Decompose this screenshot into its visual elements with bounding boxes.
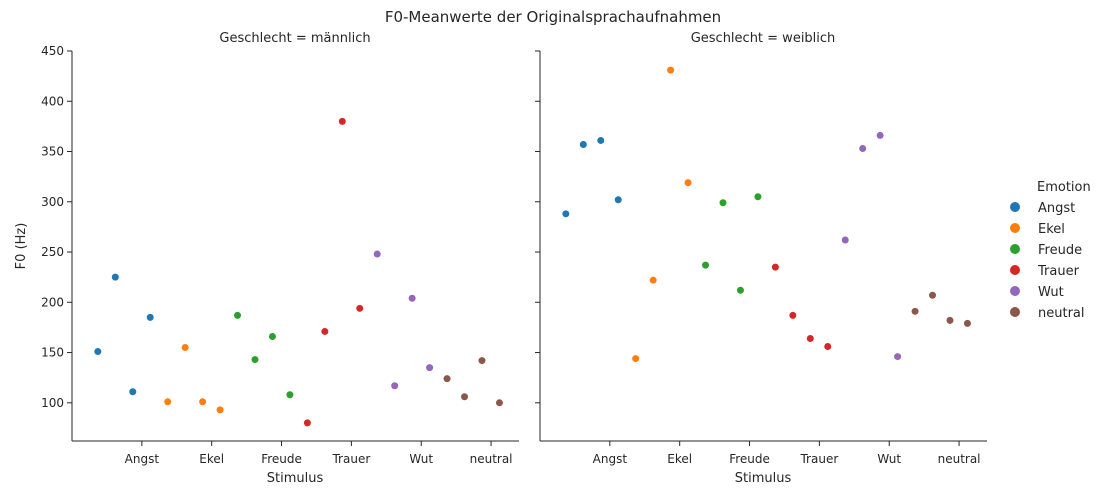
data-point-neutral [911,307,919,315]
data-point-trauer [321,327,329,335]
legend-marker [1010,307,1020,317]
data-point-wut [391,382,399,390]
data-point-angst [111,273,119,281]
x-tick-label: Wut [409,452,433,466]
y-tick-label: 300 [41,195,64,209]
legend-label: neutral [1038,306,1085,321]
x-tick-label: Trauer [799,452,838,466]
data-point-trauer [789,311,797,319]
legend-marker [1010,265,1020,275]
data-point-wut [841,236,849,244]
data-point-angst [614,196,622,204]
legend: Emotion Angst Ekel Freude Trauer Wut neutral [1010,180,1091,321]
data-point-neutral [443,375,451,383]
data-point-freude [754,193,762,201]
y-tick-label: 100 [41,396,64,410]
x-tick-label: Trauer [331,452,370,466]
x-tick-label: Freude [729,452,770,466]
data-point-wut [894,353,902,361]
panel-female: Geschlecht = weiblich Stimulus Angst Ekel… [535,31,987,486]
legend-marker [1010,202,1020,212]
data-point-wut [408,294,416,302]
data-point-angst [94,348,102,356]
x-tick-label: Angst [593,452,628,466]
data-point-angst [146,313,154,321]
data-point-freude [719,199,727,207]
x-tick-label: Ekel [667,452,692,466]
x-axis-label-male: Stimulus [267,471,324,486]
data-point-freude [736,286,744,294]
panel-male: Geschlecht = männlich Stimulus 100 150 200… [41,31,519,486]
data-point-ekel [649,276,657,284]
y-tick-label: 450 [41,44,64,58]
data-point-angst [579,140,587,148]
data-point-ekel [632,355,640,363]
data-point-freude [286,391,294,399]
data-point-ekel [684,179,692,187]
data-point-wut [426,364,434,372]
y-tick-label: 150 [41,346,64,360]
x-tick-label: Wut [877,452,901,466]
y-tick-label: 250 [41,245,64,259]
data-point-wut [876,131,884,139]
data-point-trauer [338,117,346,125]
legend-label: Wut [1038,285,1064,300]
data-point-neutral [461,393,469,401]
data-point-angst [597,136,605,144]
data-point-ekel [199,398,207,406]
data-point-neutral [929,291,937,299]
legend-label: Freude [1038,243,1082,258]
data-point-trauer [771,263,779,271]
data-point-ekel [667,66,675,74]
y-tick-label: 200 [41,295,64,309]
panel-title-male: Geschlecht = männlich [219,31,370,46]
data-point-ekel [216,406,224,414]
data-point-trauer [806,334,814,342]
data-point-wut [373,250,381,258]
data-point-wut [859,145,867,152]
x-tick-label: Ekel [199,452,224,466]
legend-title: Emotion [1037,180,1091,195]
legend-label: Angst [1038,201,1075,216]
data-point-trauer [356,304,364,312]
x-tick-label: neutral [938,452,981,466]
legend-label: Ekel [1038,222,1065,237]
y-tick-label: 350 [41,145,64,159]
legend-marker [1010,223,1020,233]
data-point-ekel [164,398,172,406]
data-point-freude [702,261,710,269]
panel-title-female: Geschlecht = weiblich [691,31,836,46]
legend-label: Trauer [1037,264,1080,279]
x-tick-label: Freude [261,452,302,466]
data-point-ekel [181,344,189,352]
data-point-neutral [946,316,954,324]
data-point-freude [251,356,259,364]
x-tick-label: Angst [125,452,160,466]
data-point-neutral [478,357,486,365]
legend-marker [1010,244,1020,254]
chart-title: F0-Meanwerte der Originalsprachaufnahmen [385,8,721,26]
data-point-trauer [824,343,832,351]
legend-marker [1010,286,1020,296]
data-point-trauer [303,419,311,427]
x-axis-label-female: Stimulus [735,471,792,486]
data-point-freude [268,332,276,340]
y-axis-label: F0 (Hz) [14,223,29,270]
data-point-freude [234,311,242,319]
data-point-neutral [495,399,503,407]
data-point-angst [129,388,137,396]
x-tick-label: neutral [470,452,513,466]
data-point-angst [562,210,570,218]
data-point-neutral [963,319,971,327]
y-tick-label: 400 [41,94,64,108]
